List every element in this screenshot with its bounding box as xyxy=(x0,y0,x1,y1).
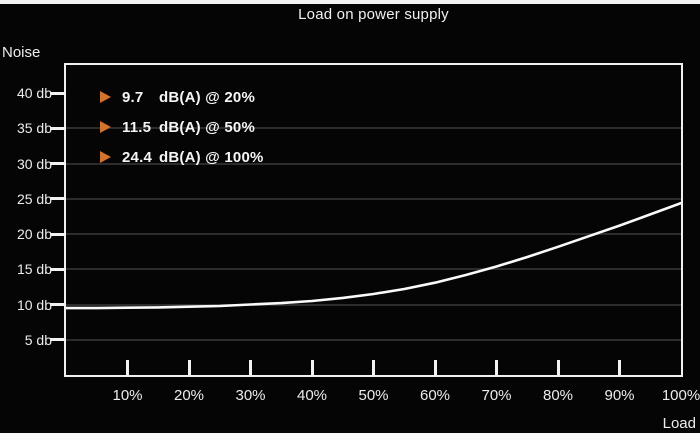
x-tick-50pct xyxy=(372,360,375,375)
arrow-right-icon xyxy=(100,91,111,103)
gridline-20db xyxy=(66,233,681,236)
x-tick-40pct xyxy=(310,360,314,375)
arrow-right-icon xyxy=(100,151,111,163)
x-tick-label-20pct: 20% xyxy=(173,387,205,404)
x-tick-label-40pct: 40% xyxy=(296,387,328,404)
y-tick-25db xyxy=(50,197,66,201)
plot-area: 9.7 dB(A) @ 20% 11.5 dB(A) @ 50% 24.4 dB… xyxy=(17,63,700,404)
y-tick-20db xyxy=(50,232,66,236)
y-tick-label-5db: 5 db xyxy=(24,331,52,348)
y-tick-15db xyxy=(50,267,66,271)
legend: 9.7 dB(A) @ 20% 11.5 dB(A) @ 50% 24.4 dB… xyxy=(100,88,264,178)
legend-row: 11.5 dB(A) @ 50% xyxy=(100,118,264,136)
chart-title: Load on power supply xyxy=(298,6,449,23)
x-tick-label-80pct: 80% xyxy=(542,387,574,404)
x-axis-name: Load xyxy=(662,415,696,432)
x-tick-label-70pct: 70% xyxy=(481,387,512,404)
legend-label: dB(A) @ 20% xyxy=(159,88,256,106)
legend-label: dB(A) @ 50% xyxy=(159,118,256,136)
legend-label: dB(A) @ 100% xyxy=(159,148,264,166)
y-tick-5db xyxy=(50,338,66,342)
y-tick-label-10db: 10 db xyxy=(16,296,52,313)
x-tick-90pct xyxy=(618,360,621,375)
y-tick-label-15db: 15 db xyxy=(16,261,52,278)
gridline-35db xyxy=(66,127,681,130)
y-tick-label-25db: 25 db xyxy=(16,190,52,207)
y-tick-35db xyxy=(50,126,66,130)
x-tick-10pct xyxy=(126,360,129,375)
x-tick-label-60pct: 60% xyxy=(419,387,451,404)
x-tick-label-50pct: 50% xyxy=(358,387,389,404)
noise-curve-line xyxy=(66,201,681,310)
legend-row: 9.7 dB(A) @ 20% xyxy=(100,88,264,106)
gridline-15db xyxy=(66,268,681,271)
y-tick-10db xyxy=(50,303,66,307)
y-tick-30db xyxy=(50,162,66,166)
x-tick-80pct xyxy=(556,360,560,375)
x-tick-70pct xyxy=(495,360,498,375)
y-tick-label-40db: 40 db xyxy=(16,85,52,102)
x-tick-30pct xyxy=(249,360,252,375)
legend-value: 11.5 xyxy=(122,118,152,136)
y-tick-label-20db: 20 db xyxy=(16,226,52,243)
x-tick-label-100pct: 100% xyxy=(661,387,700,404)
x-tick-60pct xyxy=(433,360,437,375)
legend-value: 9.7 xyxy=(122,88,144,106)
x-tick-label-30pct: 30% xyxy=(235,387,266,404)
x-tick-label-90pct: 90% xyxy=(604,387,635,404)
photo-edge-bottom xyxy=(0,433,700,440)
y-tick-40db xyxy=(50,91,66,95)
photo-edge-top xyxy=(0,0,700,4)
x-tick-20pct xyxy=(187,360,191,375)
y-axis-name: Noise xyxy=(2,44,41,61)
legend-row: 24.4 dB(A) @ 100% xyxy=(100,148,264,166)
legend-value: 24.4 xyxy=(122,148,152,166)
gridline-25db xyxy=(66,197,681,200)
y-tick-label-35db: 35 db xyxy=(16,120,52,137)
y-tick-label-30db: 30 db xyxy=(16,155,52,172)
gridline-10db xyxy=(66,303,681,306)
arrow-right-icon xyxy=(100,121,111,133)
gridline-30db xyxy=(66,162,681,165)
x-tick-label-10pct: 10% xyxy=(112,387,143,404)
gridline-5db xyxy=(66,338,681,341)
